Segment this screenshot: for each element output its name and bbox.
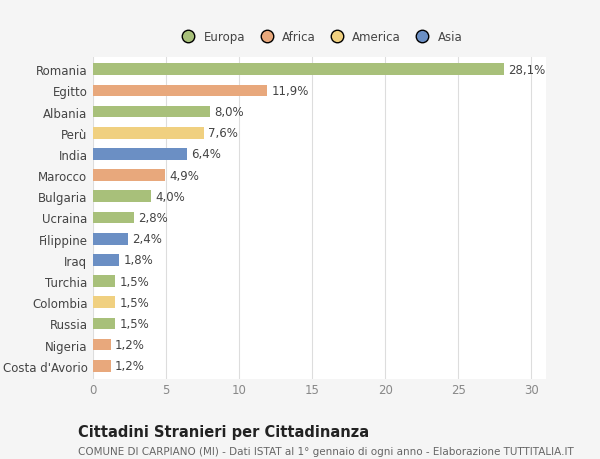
Text: 2,8%: 2,8% [139, 212, 168, 224]
Text: 11,9%: 11,9% [271, 85, 308, 98]
Bar [93, 170, 164, 182]
Text: 4,0%: 4,0% [156, 190, 185, 203]
Legend: Europa, Africa, America, Asia: Europa, Africa, America, Asia [172, 26, 467, 49]
Text: 4,9%: 4,9% [169, 169, 199, 182]
Bar [93, 64, 503, 76]
Text: 7,6%: 7,6% [208, 127, 238, 140]
Bar [93, 149, 187, 161]
Text: 1,8%: 1,8% [124, 254, 154, 267]
Text: Cittadini Stranieri per Cittadinanza: Cittadini Stranieri per Cittadinanza [78, 425, 369, 440]
Bar [93, 106, 210, 118]
Text: 1,5%: 1,5% [119, 317, 149, 330]
Text: 28,1%: 28,1% [508, 64, 545, 77]
Bar [93, 191, 151, 203]
Bar [93, 128, 204, 139]
Text: 2,4%: 2,4% [133, 233, 163, 246]
Bar [93, 360, 110, 372]
Bar [93, 318, 115, 330]
Bar [93, 233, 128, 245]
Text: 1,2%: 1,2% [115, 338, 145, 351]
Text: 1,5%: 1,5% [119, 296, 149, 309]
Text: 1,2%: 1,2% [115, 359, 145, 372]
Bar [93, 297, 115, 308]
Bar [93, 339, 110, 351]
Text: 6,4%: 6,4% [191, 148, 221, 161]
Text: 1,5%: 1,5% [119, 275, 149, 288]
Text: COMUNE DI CARPIANO (MI) - Dati ISTAT al 1° gennaio di ogni anno - Elaborazione T: COMUNE DI CARPIANO (MI) - Dati ISTAT al … [78, 446, 574, 456]
Text: 8,0%: 8,0% [214, 106, 244, 119]
Bar [93, 275, 115, 287]
Bar [93, 212, 134, 224]
Bar [93, 85, 267, 97]
Bar [93, 254, 119, 266]
